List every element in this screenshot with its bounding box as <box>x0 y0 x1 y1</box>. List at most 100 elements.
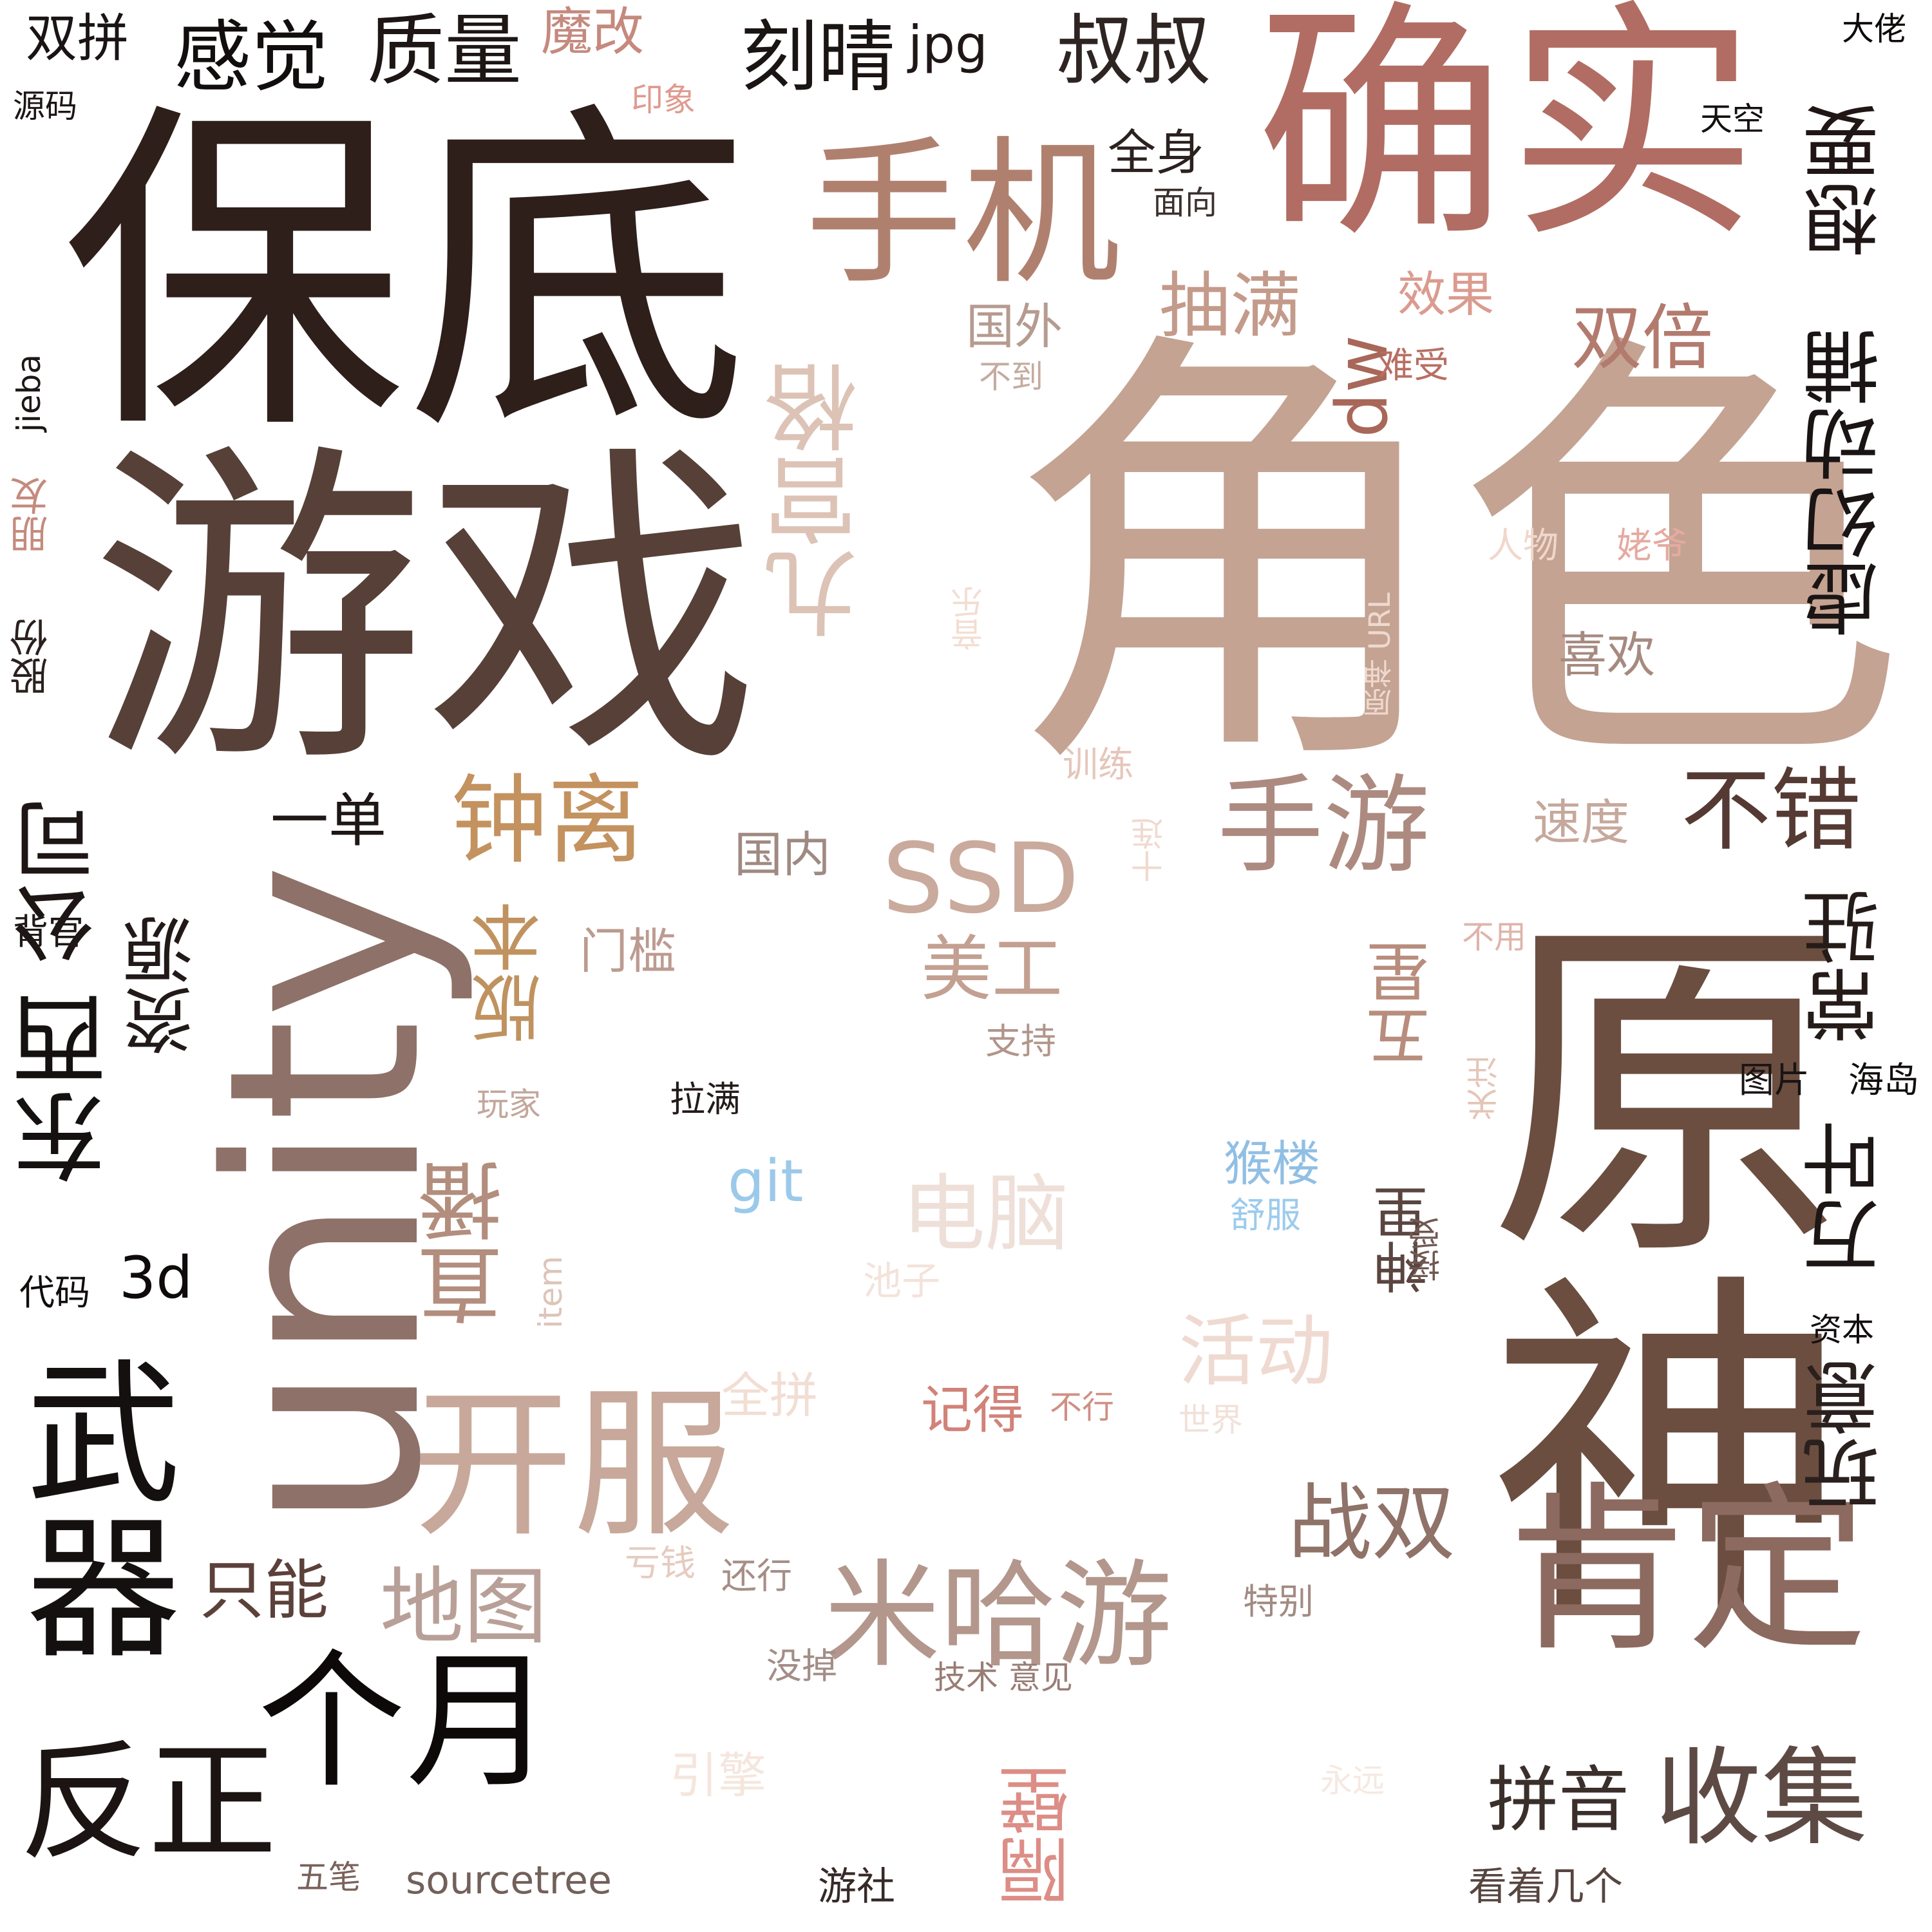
word-gufen: 股份 <box>10 618 55 696</box>
word-budao: 不到 <box>979 358 1043 395</box>
word-yongyuan: 永远 <box>1320 1762 1385 1799</box>
word-huodong: 活动 <box>1179 1307 1333 1397</box>
word-yuanshen-url: 原神 URL <box>1363 592 1397 717</box>
word-xiangyao: 想要 <box>1803 103 1893 258</box>
word-wubi: 五笔 <box>296 1859 361 1896</box>
word-tebie: 特别 <box>1243 1581 1314 1622</box>
word-haixing: 还行 <box>721 1555 793 1596</box>
word-juese: 角色 <box>1005 298 1906 822</box>
word-zhanshuang: 战双 <box>1288 1474 1456 1572</box>
word-shushu: 叔叔 <box>1056 6 1211 96</box>
word-wuxing: 五星 <box>1366 940 1441 1069</box>
word-guowai: 国外 <box>966 298 1063 355</box>
word-youshe: 游社 <box>818 1864 895 1909</box>
word-3d: 3d <box>119 1244 193 1312</box>
word-zhineng: 只能 <box>200 1553 328 1628</box>
word-xiaoguo: 效果 <box>1397 266 1495 323</box>
word-kaifu: 开服 <box>412 1371 734 1558</box>
word-meidiao: 没掉 <box>766 1645 838 1687</box>
word-shuangpin: 双拼 <box>26 8 129 68</box>
word-pinyin: 拼音 <box>1488 1759 1629 1841</box>
word-item: item <box>532 1256 569 1329</box>
word-shouji-collect: 收集 <box>1655 1736 1868 1860</box>
word-xunlian: 训练 <box>1063 744 1134 785</box>
word-ditu: 地图 <box>380 1558 548 1656</box>
word-dalao: 大佬 <box>1842 10 1906 48</box>
word-quanshen: 全身 <box>1108 124 1205 181</box>
word-jieba: jieba <box>10 354 48 432</box>
word-ziben: 资本 <box>1810 1311 1874 1349</box>
word-laoye: 姥爷 <box>1616 525 1688 566</box>
word-bucuo: 不错 <box>1681 759 1862 864</box>
word-zhichi: 支持 <box>985 1021 1057 1062</box>
word-menkan: 门槛 <box>580 923 677 980</box>
word-banben: 版本 <box>471 902 553 1043</box>
word-jiugongge: 九宫格 <box>765 361 874 641</box>
word-shouji: 手机 <box>805 122 1121 306</box>
word-zhibo: 直播 <box>418 1159 516 1327</box>
word-wanyi: 玩意 <box>1803 1359 1893 1513</box>
word-kanzhejige: 看着几个 <box>1468 1864 1623 1909</box>
word-ssd: SSD <box>882 823 1079 935</box>
word-diannao: 电脑 <box>902 1165 1070 1263</box>
word-shufu: 舒服 <box>1230 1195 1302 1236</box>
word-yuanma: 源码 <box>13 88 77 125</box>
word-changzhu: 常驻 <box>1803 889 1893 1043</box>
word-yinqing: 引擎 <box>670 1747 767 1804</box>
word-renwu: 人物 <box>1488 525 1559 566</box>
word-jieshou: 接受 <box>1408 1217 1445 1282</box>
word-yuanshen: 原神 <box>1426 902 1846 1623</box>
word-jishu-yijian: 技术 意见 <box>934 1659 1073 1696</box>
word-laman: 拉满 <box>670 1079 741 1120</box>
word-mihayou: 米哈游 <box>824 1549 1173 1683</box>
word-shouyou: 手游 <box>1217 764 1430 887</box>
word-beiguan: 背官 <box>13 911 84 952</box>
word-xuhuandongbu: 虚幻动捕 <box>1803 328 1893 638</box>
word-wanye: 万叶 <box>1803 1121 1893 1275</box>
word-keqing: 刻晴 <box>741 13 895 102</box>
word-yinxiang: 印象 <box>631 81 696 118</box>
word-sourcetree: sourcetree <box>406 1858 612 1903</box>
word-gebi: 隔壁 <box>999 1765 1081 1906</box>
word-tiankong: 天空 <box>1700 100 1765 138</box>
word-houlou: 猴楼 <box>1224 1135 1321 1192</box>
word-ganjue: 感觉 <box>174 13 328 102</box>
word-meigong: 美工 <box>921 928 1063 1010</box>
word-wanjia: 玩家 <box>477 1086 541 1123</box>
word-yinyue: 音乐 <box>951 586 988 650</box>
word-daima: 代码 <box>19 1272 91 1313</box>
word-queshi: 确实 <box>1256 0 1758 272</box>
word-jide: 记得 <box>921 1380 1024 1440</box>
word-ziyuan: 资源 <box>123 914 205 1056</box>
word-geyue: 个月 <box>258 1636 554 1808</box>
word-pengyou: 朋友 <box>10 477 55 554</box>
word-chouman: 抽满 <box>1159 265 1301 347</box>
word-kending: 肯定 <box>1507 1466 1868 1676</box>
word-yidan: 一单 <box>270 787 386 855</box>
word-zhongli: 钟离 <box>451 765 645 877</box>
word-tupian: 图片 <box>1739 1059 1810 1101</box>
word-jpg: jpg <box>908 15 988 75</box>
word-quanpin: 全拼 <box>721 1367 819 1424</box>
word-shijie: 世界 <box>1179 1401 1243 1439</box>
word-nanshou: 难受 <box>1378 345 1450 386</box>
word-shilian: 十连 <box>1131 818 1168 882</box>
word-mogai: 魔改 <box>541 2 644 62</box>
word-dongxi: 东西 <box>12 992 124 1185</box>
word-youxi: 游戏 <box>90 417 760 807</box>
word-sudu: 速度 <box>1533 794 1630 851</box>
word-chizi: 池子 <box>863 1259 940 1304</box>
word-guanzhu: 关注 <box>1466 1056 1503 1121</box>
word-guonei: 国内 <box>734 826 831 883</box>
word-haidao: 海岛 <box>1848 1059 1920 1101</box>
word-xihuan: 喜欢 <box>1558 627 1656 683</box>
word-buyong: 不用 <box>1462 918 1526 956</box>
word-kuiqian: 亏钱 <box>625 1542 696 1584</box>
word-shuangbei: 双倍 <box>1571 297 1713 379</box>
word-wuqi: 武器 <box>0 1352 180 1662</box>
word-mianxiang: 面向 <box>1153 184 1217 222</box>
word-git: git <box>728 1148 804 1215</box>
word-fanzheng: 反正 <box>19 1728 278 1878</box>
word-buxing: 不行 <box>1050 1388 1114 1426</box>
